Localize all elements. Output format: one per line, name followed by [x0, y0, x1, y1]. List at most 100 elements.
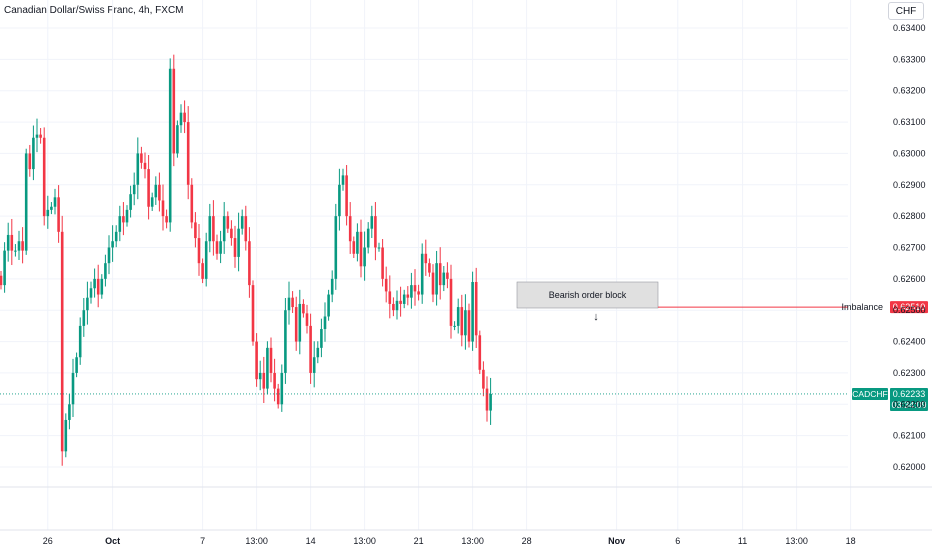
- candle-body: [399, 300, 402, 304]
- candle-body: [338, 184, 341, 217]
- candle-body: [226, 216, 230, 229]
- candle-body: [442, 272, 446, 286]
- candle-body: [464, 310, 467, 336]
- candle-body: [107, 247, 111, 264]
- candle-body: [456, 307, 460, 326]
- candle-body: [330, 278, 334, 295]
- candle-body: [24, 153, 28, 251]
- candle-body: [381, 247, 384, 279]
- candle-body: [428, 263, 431, 273]
- candle-body: [233, 238, 237, 257]
- candle-body: [305, 313, 309, 326]
- candle-body: [406, 294, 410, 298]
- candle-body: [168, 68, 172, 223]
- candle-body: [446, 272, 449, 279]
- candle-body: [424, 253, 428, 264]
- time-tick-label: 13:00: [785, 536, 808, 546]
- candle-body: [366, 228, 370, 248]
- symbol-tag-label: CADCHF: [852, 389, 887, 399]
- candles-group: [0, 54, 492, 466]
- candle-body: [39, 134, 42, 138]
- candle-body: [237, 228, 240, 257]
- candle-body: [82, 310, 86, 326]
- candle-body: [291, 297, 294, 308]
- candle-body: [255, 341, 258, 380]
- candle-body: [3, 250, 6, 286]
- time-tick-label: 18: [846, 536, 856, 546]
- price-tick-label: 0.62800: [893, 211, 926, 221]
- candle-body: [71, 372, 75, 405]
- candle-body: [384, 278, 388, 292]
- imbalance-label: Imbalance: [841, 302, 883, 312]
- candle-body: [287, 297, 291, 311]
- candle-body: [0, 275, 3, 286]
- countdown-value: 03:34:09: [891, 400, 926, 410]
- price-axis: 0.63400 0.63300 0.63200 0.63100 0.63000 0.629…: [893, 23, 926, 472]
- candle-body: [215, 241, 219, 254]
- candle-body: [219, 241, 222, 254]
- candle-body: [273, 372, 276, 389]
- candle-body: [485, 388, 489, 411]
- candle-body: [14, 250, 17, 252]
- time-tick-label: 14: [306, 536, 316, 546]
- order-block-box: [516, 281, 659, 309]
- candle-body: [352, 241, 356, 254]
- candle-body: [341, 175, 345, 185]
- candle-body: [154, 184, 158, 198]
- time-tick-label: 11: [738, 536, 747, 546]
- candle-body: [143, 162, 147, 170]
- candle-body: [122, 216, 125, 223]
- candle-body: [374, 216, 377, 248]
- candle-body: [111, 241, 114, 248]
- currency-button[interactable]: CHF: [888, 2, 924, 20]
- candle-body: [21, 241, 24, 251]
- candle-body: [302, 303, 305, 314]
- candle-body: [158, 184, 161, 201]
- time-tick-label: 13:00: [353, 536, 376, 546]
- time-tick-label: Nov: [608, 536, 625, 546]
- candle-body: [190, 184, 194, 223]
- candle-body: [32, 137, 35, 170]
- time-tick-label: 21: [414, 536, 424, 546]
- time-tick-label: 13:00: [461, 536, 484, 546]
- candle-body: [140, 153, 143, 163]
- chart-title: Canadian Dollar/Swiss Franc, 4h, FXCM: [4, 5, 184, 16]
- candle-body: [28, 153, 32, 170]
- candle-body: [392, 303, 395, 311]
- candle-body: [323, 316, 327, 330]
- candle-body: [413, 285, 417, 292]
- candle-body: [6, 234, 10, 251]
- candle-body: [377, 247, 381, 249]
- down-arrow-icon: ↓: [593, 311, 599, 323]
- candle-body: [208, 216, 212, 242]
- candle-body: [161, 200, 165, 217]
- candle-body: [363, 247, 366, 267]
- time-axis: 26 Oct 7 13:00 14 13:00 21 13:00 28 Nov 6 11 13:00 18: [43, 536, 856, 546]
- candle-body: [420, 253, 424, 295]
- candle-body: [114, 231, 118, 242]
- candle-body: [280, 372, 284, 405]
- price-tick-label: 0.62100: [893, 431, 926, 441]
- price-tick-label: 0.63300: [893, 54, 926, 64]
- candle-body: [334, 216, 338, 279]
- candle-body: [60, 231, 64, 452]
- price-tick-label: 0.62300: [893, 368, 926, 378]
- candle-body: [75, 357, 78, 373]
- candle-body: [50, 206, 53, 210]
- price-tick-label: 0.63200: [893, 86, 926, 96]
- time-tick-label: 28: [522, 536, 532, 546]
- candle-body: [388, 291, 392, 304]
- candle-body: [417, 291, 420, 295]
- candle-body: [222, 216, 226, 242]
- candle-body: [298, 303, 302, 342]
- candle-body: [356, 231, 359, 254]
- candle-body: [348, 216, 352, 242]
- candle-body: [183, 112, 186, 123]
- price-tick-label: 0.62600: [893, 274, 926, 284]
- imbalance-price-value: 0.62510: [893, 302, 926, 312]
- price-tick-label: 0.63000: [893, 148, 926, 158]
- candle-body: [402, 294, 406, 304]
- candle-body: [438, 263, 442, 286]
- candle-body: [201, 263, 204, 279]
